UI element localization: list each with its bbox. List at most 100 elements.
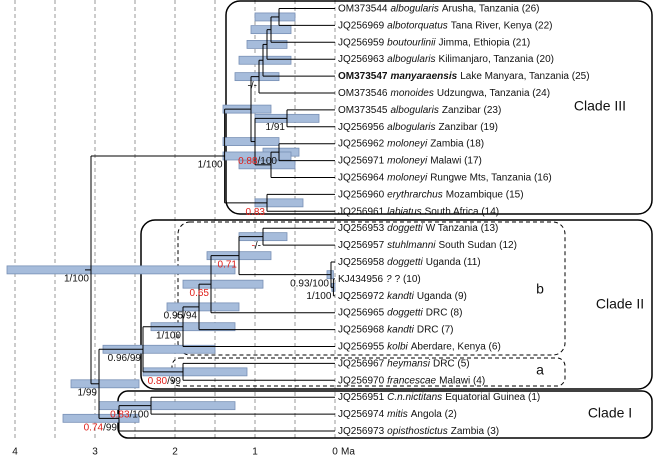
taxon-label: JQ256958 doggetti Uganda (11) [338, 257, 481, 268]
taxon-acc: JQ256963 [338, 54, 385, 65]
taxon-sp: albotorquatus [387, 20, 448, 31]
subclade-label: a [536, 362, 544, 378]
taxon-loc: Zambia (18) [430, 138, 484, 149]
taxon-loc: Uganda (11) [426, 257, 481, 268]
support-pp: 0.80 [148, 375, 168, 386]
taxon-acc: JQ256961 [338, 206, 385, 217]
taxon-loc: Tana River, Kenya (22) [451, 20, 553, 31]
taxon-sp: kandti [387, 324, 414, 335]
support-label: 0.71 [218, 259, 238, 270]
taxon-acc: JQ256953 [338, 223, 385, 234]
branches [85, 8, 335, 432]
taxon-label: OM373545 albogularis Zanzibar (23) [338, 105, 501, 116]
taxon-acc: OM373546 [338, 88, 388, 99]
subclade-box [171, 357, 566, 387]
taxon-loc: Aberdare, Kenya (6) [411, 341, 501, 352]
taxon-acc: JQ256970 [338, 375, 385, 386]
taxon-acc: JQ256964 [338, 172, 385, 183]
taxon-sp: labiatus [387, 206, 421, 217]
taxon-loc: Equatorial Guinea (1) [445, 392, 540, 403]
taxon-acc: JQ256965 [338, 307, 385, 318]
taxon-acc: JQ256968 [338, 324, 385, 335]
taxon-acc: OM373544 [338, 3, 388, 14]
support-label: -/- [248, 80, 257, 91]
taxon-label: JQ256969 albotorquatus Tana River, Kenya (… [338, 20, 552, 31]
taxon-acc: JQ256971 [338, 155, 385, 166]
support-bs: /99 [167, 375, 181, 386]
taxon-sp: mitis [387, 409, 408, 420]
taxon-loc: Kilimanjaro, Tanzania (20) [439, 54, 554, 65]
taxon-label: JQ256963 albogularis Kilimanjaro, Tanzania… [338, 54, 554, 65]
hpd-bar [70, 379, 140, 389]
taxon-label: JQ256959 boutourlinii Jimma, Ethiopia (21) [338, 37, 530, 48]
taxon-acc: JQ256967 [338, 358, 385, 369]
taxon-sp: albogularis [390, 105, 438, 116]
taxon-sp: francescae [387, 375, 436, 386]
hpd-bar [182, 279, 264, 289]
taxon-label: JQ256964 moloneyi Rungwe Mts, Tanzania (16… [338, 172, 552, 183]
taxon-label: JQ256965 doggetti DRC (8) [338, 307, 462, 318]
taxon-acc: JQ256957 [338, 240, 385, 251]
axis-tick-label: 4 [12, 447, 18, 458]
clade-label: Clade I [588, 405, 632, 421]
taxon-loc: Zanzibar (19) [439, 121, 498, 132]
taxon-loc: Uganda (9) [417, 290, 467, 301]
taxon-sp: doggetti [387, 257, 423, 268]
taxon-label: OM373547 manyaraensis Lake Manyara, Tanzan… [338, 71, 590, 82]
taxon-loc: South Africa (14) [425, 206, 499, 217]
axis-tick-label: 0 [332, 447, 338, 458]
support-label: 1/100 [156, 330, 181, 341]
taxon-loc: DRC (5) [433, 358, 470, 369]
taxon-label: JQ256951 C.n.nictitans Equatorial Guinea (… [338, 392, 540, 403]
taxon-label: OM373544 albogularis Arusha, Tanzania (26) [338, 3, 540, 14]
axis-tick-label: 3 [92, 447, 98, 458]
taxon-loc: ? (10) [395, 274, 421, 285]
taxon-acc: JQ256973 [338, 426, 385, 437]
taxon-label: JQ256970 francescae Malawi (4) [338, 375, 485, 386]
support-label: 0.93/100 [290, 278, 329, 289]
taxon-sp: kandti [387, 290, 414, 301]
taxon-sp: doggetti [387, 307, 423, 318]
support-bs: /99 [103, 422, 117, 433]
taxon-sp: boutourlinii [387, 37, 436, 48]
taxon-loc: Zanzibar (23) [442, 105, 501, 116]
taxon-sp: kolbi [387, 341, 408, 352]
taxon-acc: OM373547 [338, 71, 388, 82]
taxon-sp: C.n.nictitans [387, 392, 442, 403]
taxon-label: JQ256961 labiatus South Africa (14) [338, 206, 499, 217]
taxon-acc: JQ256960 [338, 189, 385, 200]
taxon-loc: Udzungwa, Tanzania (24) [437, 88, 550, 99]
taxon-acc: JQ256956 [338, 121, 385, 132]
support-pp: 0.65 [190, 288, 210, 299]
taxon-label: JQ256957 stuhlmanni South Sudan (12) [338, 240, 517, 251]
taxon-label: JQ256956 albogularis Zanzibar (19) [338, 121, 498, 132]
taxon-loc: DRC (7) [417, 324, 454, 335]
taxon-label: OM373546 monoides Udzungwa, Tanzania (24) [338, 88, 550, 99]
taxon-loc: Mozambique (15) [446, 189, 524, 200]
support-label: 0.96/99 [108, 353, 142, 364]
taxon-label: JQ256953 doggetti W Tanzania (13) [338, 223, 498, 234]
taxon-label: JQ256967 heymansi DRC (5) [338, 358, 470, 369]
taxon-sp: moloneyi [387, 138, 428, 149]
taxon-loc: Malawi (4) [439, 375, 485, 386]
taxon-loc: W Tanzania (13) [426, 223, 499, 234]
support-pp: 0.83 [110, 409, 130, 420]
taxon-acc: KJ434956 [338, 274, 383, 285]
support-label: 1/91 [266, 122, 286, 133]
taxon-sp: stuhlmanni [387, 240, 436, 251]
hpd-bar [238, 55, 292, 65]
taxon-acc: JQ256951 [338, 392, 385, 403]
taxon-loc: Malawi (17) [430, 155, 482, 166]
taxon-sp: ? [386, 274, 392, 285]
clade-box [140, 219, 653, 390]
subclade-box [177, 221, 566, 356]
taxon-acc: JQ256959 [338, 37, 385, 48]
axis-tick-label: 2 [172, 447, 178, 458]
taxon-sp: doggetti [387, 223, 423, 234]
hpd-bars [6, 12, 336, 423]
support-label: -/- [252, 240, 261, 251]
support-bs: /100 [258, 156, 278, 167]
taxon-label: JQ256971 moloneyi Malawi (17) [338, 155, 482, 166]
